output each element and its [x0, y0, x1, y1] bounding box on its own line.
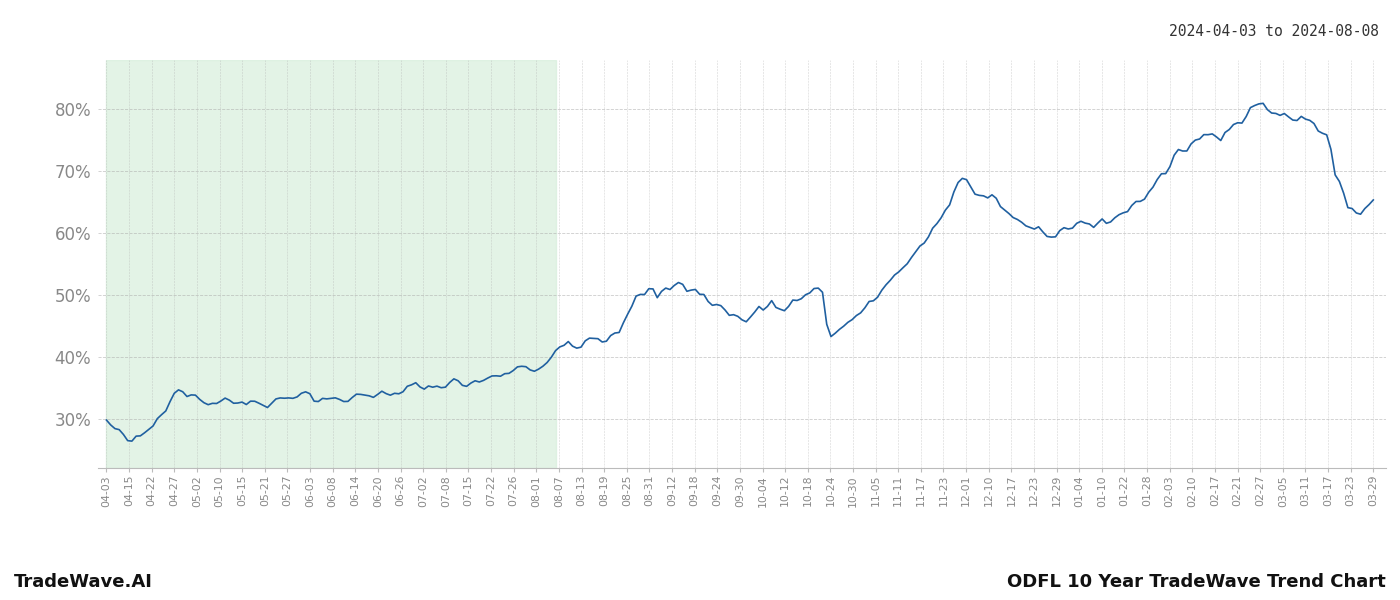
- Text: ODFL 10 Year TradeWave Trend Chart: ODFL 10 Year TradeWave Trend Chart: [1007, 573, 1386, 591]
- Text: TradeWave.AI: TradeWave.AI: [14, 573, 153, 591]
- Bar: [106, 60, 556, 468]
- Text: 2024-04-03 to 2024-08-08: 2024-04-03 to 2024-08-08: [1169, 24, 1379, 39]
